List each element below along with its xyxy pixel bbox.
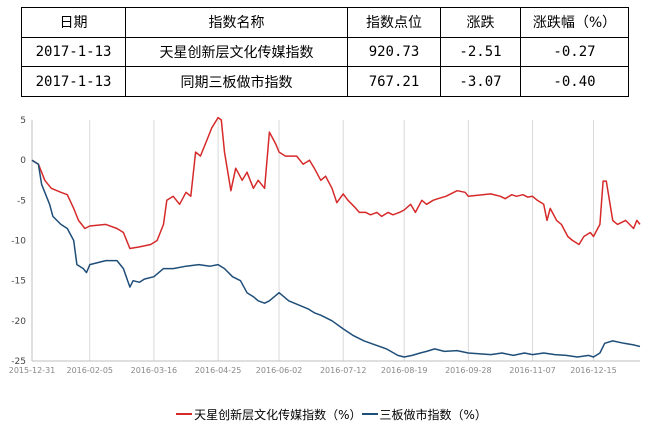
x-tick-label: 2016-06-02 [256,366,303,375]
y-tick-label: -15 [11,277,26,287]
legend-item-series-1: 天星创新层文化传媒指数（%） [176,406,362,423]
legend-label: 天星创新层文化传媒指数（%） [194,407,362,422]
cell-change: -2.51 [440,36,521,68]
y-tick-label: -20 [11,317,26,327]
x-tick-label: 2016-04-25 [195,366,242,375]
x-tick-label: 2016-09-28 [445,366,492,375]
x-tick-label: 2015-12-31 [9,366,56,375]
cell-index-points: 767.21 [347,66,441,97]
legend-line-red-icon [176,413,193,415]
chart-legend: 天星创新层文化传媒指数（%） 三板做市指数（%） [0,404,663,424]
legend-item-series-2: 三板做市指数（%） [361,406,487,423]
y-tick-label: -25 [11,357,26,367]
x-tick-label: 2016-12-15 [570,366,617,375]
header-index-name: 指数名称 [125,7,348,38]
table-row: 2017-1-13 同期三板做市指数 767.21 -3.07 -0.40 [21,66,629,97]
cell-change: -3.07 [440,66,521,97]
line-chart: 2015-12-31 2016-02-05 2016-03-16 2016-04-25… [9,116,641,375]
table-header-row: 日期 指数名称 指数点位 涨跌 涨跌幅（%） [21,7,629,38]
header-index-points: 指数点位 [347,7,441,38]
x-tick-label: 2016-07-12 [320,366,367,375]
header-change-percent: 涨跌幅（%） [520,7,629,38]
table-row: 2017-1-13 天星创新层文化传媒指数 920.73 -2.51 -0.27 [21,36,629,68]
cell-change-percent: -0.27 [520,36,629,68]
header-date: 日期 [21,7,126,38]
x-tick-label: 2016-08-19 [381,366,428,375]
series-line-sanban-market-making [31,159,641,358]
legend-line-blue-icon [361,413,378,415]
series-line-tianxing-culture-media [31,116,641,250]
y-tick-label: -10 [11,237,26,247]
cell-index-name: 天星创新层文化传媒指数 [125,36,348,68]
legend-label: 三板做市指数（%） [379,407,487,422]
x-tick-label: 2016-02-05 [67,366,114,375]
index-quote-table: 日期 指数名称 指数点位 涨跌 涨跌幅（%） 2017-1-13 天星创新层文化… [21,7,629,97]
cell-date: 2017-1-13 [21,66,126,97]
cell-index-name: 同期三板做市指数 [125,66,348,97]
header-change: 涨跌 [440,7,521,38]
cell-change-percent: -0.40 [520,66,629,97]
y-tick-label: 5 [20,116,26,126]
y-tick-label: 0 [20,156,26,166]
y-tick-label: -5 [17,196,26,206]
x-tick-label: 2016-03-16 [131,366,178,375]
x-tick-label: 2016-11-07 [509,366,556,375]
cell-date: 2017-1-13 [21,36,126,68]
cell-index-points: 920.73 [347,36,441,68]
